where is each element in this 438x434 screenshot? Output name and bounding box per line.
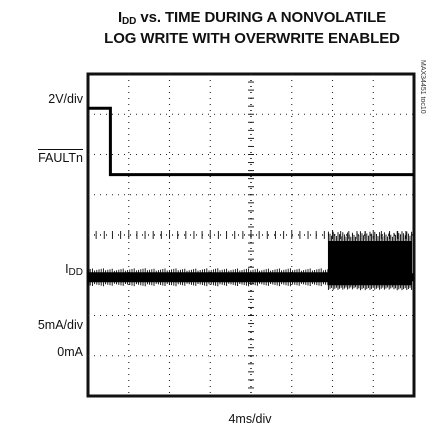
faultn-channel-label: FAULTn — [38, 149, 83, 165]
chart-title-line-2: LOG WRITE WITH OVERWRITE ENABLED — [104, 30, 400, 47]
traces — [87, 106, 414, 291]
title-subscript: DD — [122, 16, 137, 27]
idd-baseline-band — [88, 272, 329, 283]
idd-baseline-noise — [87, 268, 329, 287]
faultn-scale-label: 2V/div — [48, 92, 83, 106]
idd-channel-label: IDD — [65, 262, 83, 278]
x-axis-label: 4ms/div — [228, 412, 272, 426]
faultn-trace — [88, 106, 414, 177]
idd-zero-label: 0mA — [57, 345, 83, 359]
idd-scale-label: 5mA/div — [37, 318, 83, 332]
idd-burst-spikes — [327, 231, 413, 291]
chart-title-line-1: IDD vs. TIME DURING A NONVOLATILE — [76, 8, 428, 31]
idd-tail — [411, 273, 414, 282]
title-prefix: I — [117, 9, 123, 26]
title-line-1-rest: vs. TIME DURING A NONVOLATILE — [136, 9, 387, 26]
